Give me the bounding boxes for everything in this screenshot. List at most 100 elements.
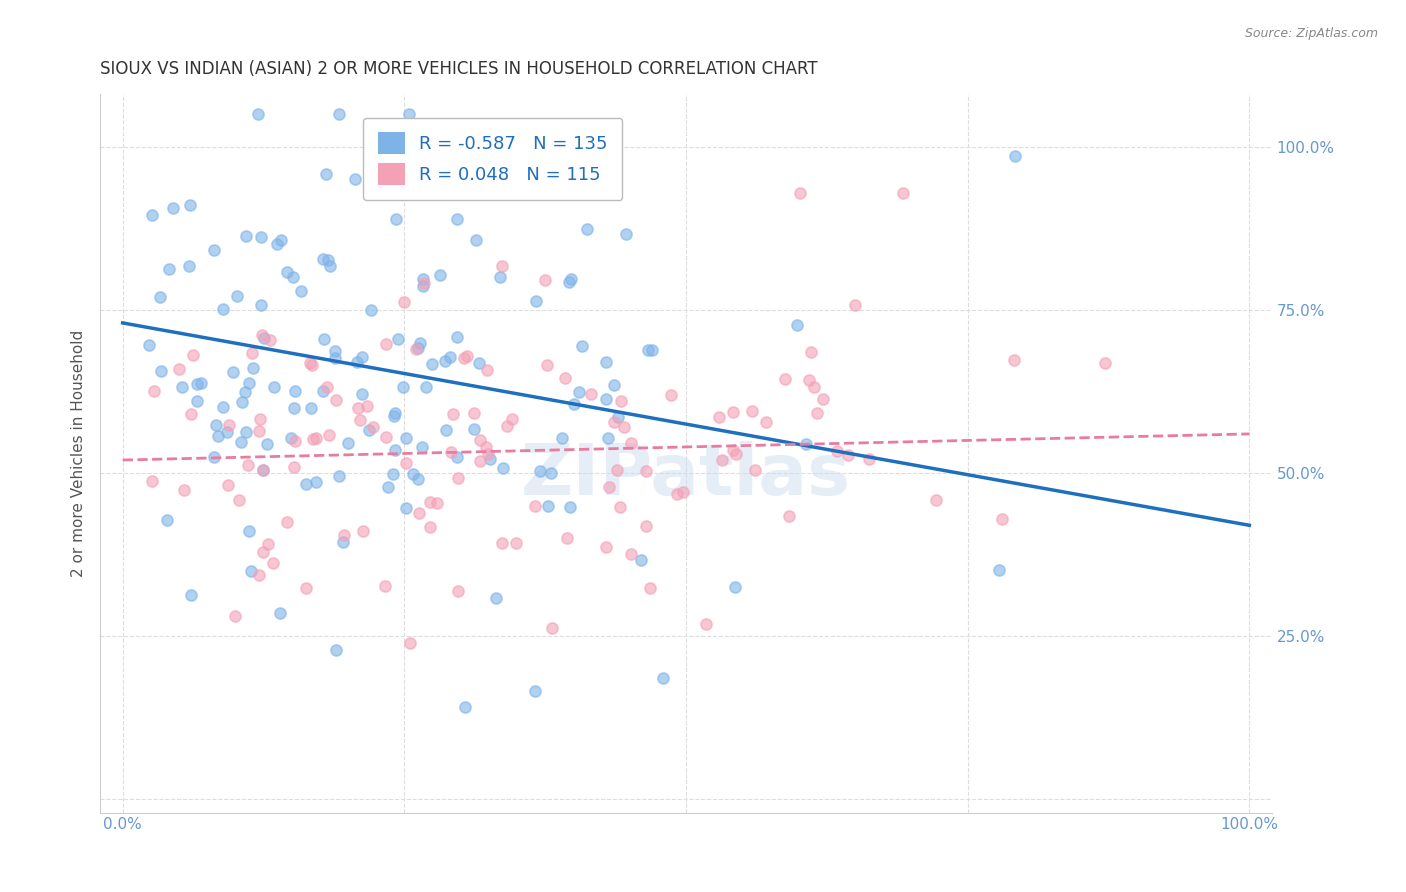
Point [434,423,457,437]
Point [707,410,730,425]
Text: ZIPatlas: ZIPatlas [522,441,851,509]
Point [231,394,253,409]
Point [638,581,661,595]
Point [613,419,636,434]
Point [299,401,322,416]
Point [778,508,800,523]
Point [295,581,318,595]
Point [558,500,581,515]
Point [312,384,335,398]
Point [337,436,360,450]
Point [806,406,828,420]
Point [332,534,354,549]
Point [581,387,603,401]
Point [284,434,307,448]
Point [328,469,350,483]
Point [529,464,551,478]
Point [202,450,225,464]
Point [619,547,641,561]
Point [325,351,347,365]
Point [723,443,745,458]
Point [475,441,498,455]
Point [302,432,325,446]
Point [346,401,368,416]
Point [671,485,693,500]
Point [595,540,617,554]
Point [318,428,340,442]
Point [413,276,436,290]
Point [426,496,449,510]
Point [325,643,347,657]
Point [1094,356,1116,370]
Point [468,433,491,447]
Point [619,435,641,450]
Point [523,684,546,698]
Point [536,358,558,372]
Point [384,406,406,420]
Point [350,350,373,364]
Point [212,302,235,317]
Point [454,699,477,714]
Point [741,404,763,418]
Point [636,464,658,478]
Point [149,290,172,304]
Point [408,506,430,520]
Point [495,419,517,434]
Point [385,212,408,227]
Point [315,380,337,394]
Point [238,376,260,390]
Legend: R = -0.587   N = 135, R = 0.048   N = 115: R = -0.587 N = 135, R = 0.048 N = 115 [363,118,621,200]
Point [235,425,257,439]
Point [468,453,491,467]
Point [377,123,399,137]
Point [605,463,627,477]
Point [239,564,262,578]
Point [253,331,276,345]
Point [242,361,264,376]
Point [328,107,350,121]
Point [491,535,513,549]
Point [212,401,235,415]
Point [218,418,240,433]
Point [568,384,591,399]
Point [138,338,160,352]
Point [405,342,427,356]
Point [305,475,328,490]
Point [263,379,285,393]
Point [252,462,274,476]
Point [375,336,398,351]
Point [524,499,547,513]
Point [526,293,548,308]
Point [721,405,744,419]
Point [575,222,598,236]
Point [637,343,659,358]
Point [301,358,323,372]
Point [319,260,342,274]
Point [266,236,288,251]
Point [346,355,368,369]
Point [630,553,652,567]
Point [222,365,245,379]
Text: Source: ZipAtlas.com: Source: ZipAtlas.com [1244,27,1378,40]
Point [204,243,226,257]
Point [406,341,429,355]
Point [156,513,179,527]
Point [333,527,356,541]
Point [409,336,432,351]
Point [571,338,593,352]
Point [183,348,205,362]
Point [250,328,273,343]
Point [157,262,180,277]
Point [800,345,823,359]
Point [298,356,321,370]
Point [141,475,163,489]
Point [439,350,461,364]
Point [789,186,811,200]
Point [609,500,631,514]
Point [229,434,252,449]
Point [786,318,808,332]
Point [603,415,626,429]
Point [314,332,336,346]
Point [375,429,398,443]
Point [249,411,271,425]
